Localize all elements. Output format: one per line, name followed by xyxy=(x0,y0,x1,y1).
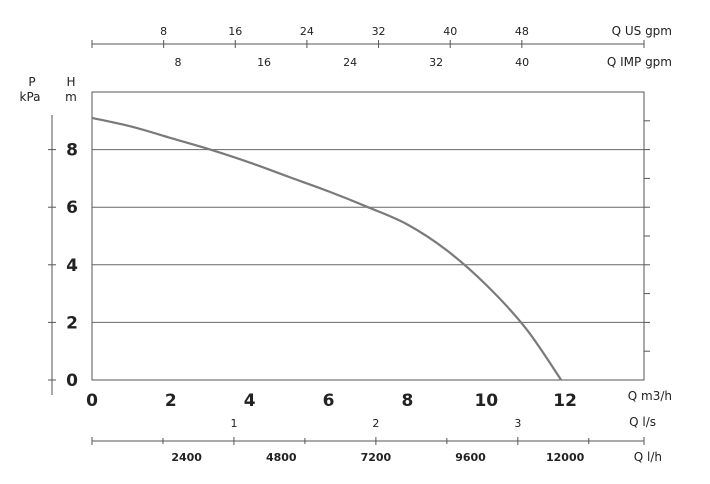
x-tick-label-0: 0 xyxy=(86,391,98,411)
lh-unit-label: Q l/h xyxy=(634,450,662,464)
x-tick-label-10: 10 xyxy=(474,391,498,411)
x-tick-label-8: 8 xyxy=(402,391,414,411)
h-axis-unit: m xyxy=(65,90,77,104)
m3h-unit-label: Q m3/h xyxy=(628,389,672,403)
lh-label-9600: 9600 xyxy=(455,451,486,464)
ls-label-3: 3 xyxy=(514,417,521,430)
us-gpm-label-16: 16 xyxy=(228,25,242,38)
lh-label-7200: 7200 xyxy=(361,451,392,464)
ls-unit-label: Q l/s xyxy=(629,415,656,429)
x-tick-label-6: 6 xyxy=(323,391,335,411)
x-tick-labels: 0 2 4 6 8 10 12 xyxy=(86,391,577,411)
us-gpm-axis: Q US gpm 8 16 24 32 40 48 xyxy=(91,24,672,48)
lh-label-4800: 4800 xyxy=(266,451,297,464)
y-tick-label-6: 6 xyxy=(66,198,78,218)
p-axis-unit: kPa xyxy=(20,90,41,104)
p-axis-label: P xyxy=(28,75,35,89)
imp-gpm-label-8: 8 xyxy=(175,56,182,69)
y-tick-label-8: 8 xyxy=(66,141,78,161)
imp-gpm-label-32: 32 xyxy=(429,56,443,69)
ls-label-1: 1 xyxy=(230,417,237,430)
imp-gpm-axis: Q IMP gpm 8 16 24 32 40 xyxy=(175,55,672,69)
ls-axis: Q l/s 1 2 3 xyxy=(91,415,656,445)
y-tick-label-2: 2 xyxy=(66,313,78,333)
imp-gpm-unit-label: Q IMP gpm xyxy=(607,55,672,69)
x-tick-label-2: 2 xyxy=(165,391,177,411)
us-gpm-label-40: 40 xyxy=(443,25,457,38)
y-tick-label-0: 0 xyxy=(66,371,78,391)
imp-gpm-label-16: 16 xyxy=(257,56,271,69)
y-tick-labels: 0 2 4 6 8 xyxy=(48,115,78,391)
right-axis-ticks xyxy=(644,120,650,352)
us-gpm-unit-label: Q US gpm xyxy=(612,24,672,38)
x-tick-label-4: 4 xyxy=(244,391,256,411)
lh-axis: Q l/h 2400 4800 7200 9600 12000 xyxy=(171,450,662,464)
us-gpm-label-8: 8 xyxy=(160,25,167,38)
imp-gpm-label-24: 24 xyxy=(343,56,357,69)
gridlines xyxy=(92,149,644,323)
ls-label-2: 2 xyxy=(372,417,379,430)
y-tick-label-4: 4 xyxy=(66,256,78,276)
us-gpm-label-32: 32 xyxy=(372,25,386,38)
lh-label-2400: 2400 xyxy=(171,451,202,464)
us-gpm-label-48: 48 xyxy=(515,25,529,38)
plot-frame xyxy=(91,91,645,381)
h-axis-label: H xyxy=(66,75,75,89)
imp-gpm-label-40: 40 xyxy=(515,56,529,69)
pump-head-curve xyxy=(91,116,563,381)
lh-label-12000: 12000 xyxy=(546,451,585,464)
x-tick-label-12: 12 xyxy=(553,391,577,411)
us-gpm-label-24: 24 xyxy=(300,25,314,38)
